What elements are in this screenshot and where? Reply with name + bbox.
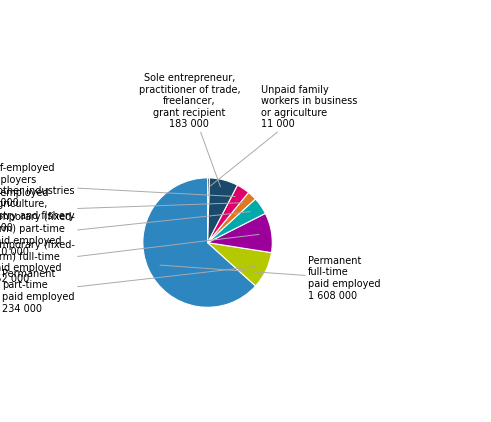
Text: Sole entrepreneur,
practitioner of trade,
freelancer,
grant recipient
183 000: Sole entrepreneur, practitioner of trade… bbox=[138, 73, 240, 187]
Wedge shape bbox=[208, 192, 255, 243]
Text: Permanent
part-time
paid employed
234 000: Permanent part-time paid employed 234 00… bbox=[2, 267, 254, 314]
Wedge shape bbox=[208, 214, 273, 253]
Text: Temporary (fixed-
term) full-time
paid employed
252 000: Temporary (fixed- term) full-time paid e… bbox=[0, 234, 259, 284]
Text: Permanent
full-time
paid employed
1 608 000: Permanent full-time paid employed 1 608 … bbox=[160, 256, 381, 300]
Wedge shape bbox=[208, 178, 238, 243]
Text: Self-employed
in agriculture,
forestry and fishery
59 000: Self-employed in agriculture, forestry a… bbox=[0, 188, 243, 233]
Text: Unpaid family
workers in business
or agriculture
11 000: Unpaid family workers in business or agr… bbox=[211, 84, 357, 186]
Wedge shape bbox=[208, 243, 272, 286]
Text: Temporary (fixed-
term) part-time
paid employed
110 000: Temporary (fixed- term) part-time paid e… bbox=[0, 212, 250, 257]
Wedge shape bbox=[143, 178, 256, 307]
Wedge shape bbox=[208, 199, 265, 243]
Text: Self-employed
employers
in other industries
83 000: Self-employed employers in other industr… bbox=[0, 163, 235, 208]
Wedge shape bbox=[208, 178, 209, 243]
Wedge shape bbox=[208, 185, 248, 243]
